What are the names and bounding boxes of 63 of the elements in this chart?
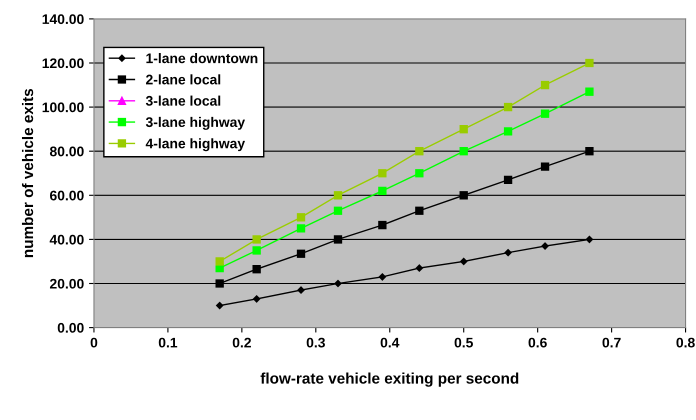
point [378,220,387,230]
point [378,273,386,281]
point [540,80,550,90]
y-tick-label: 140.00 [42,14,84,24]
x-tick-label: 0.4 [380,338,400,348]
x-tick-label: 0.6 [528,338,547,348]
y-tick-label: 120.00 [42,58,84,68]
point [378,169,387,178]
point [504,127,512,136]
point [216,302,224,310]
point [460,258,468,266]
x-tick-label: 0.8 [676,338,695,348]
point [296,213,306,222]
x-tick-label: 0.3 [306,338,325,348]
legend-label: 3-lane local [146,96,220,106]
point [460,191,468,200]
point [334,191,342,200]
point [586,236,594,244]
point [540,162,550,171]
point [585,88,594,96]
point [334,280,342,288]
point [541,242,549,250]
legend-label: 1-lane downtown [146,53,258,64]
point [296,224,306,233]
point [296,250,306,258]
point [504,248,512,256]
legend-label: 3-lane highway [146,116,246,130]
point [504,102,512,112]
x-axis-title: flow-rate vehicle exiting per second [260,372,518,387]
point [415,206,424,215]
point [252,265,261,274]
x-tick-label: 0.5 [454,338,473,348]
legend-label: 4-lane highway [146,138,246,152]
legend-label: 2-lane local [146,74,220,84]
point [416,264,423,272]
point [334,206,342,215]
point [585,58,594,68]
y-tick-label: 100.00 [42,102,84,112]
point [504,176,512,184]
point [334,235,342,244]
point [460,147,468,156]
point [415,147,424,156]
y-tick-label: 20.00 [50,278,84,289]
point [415,169,424,178]
point [585,147,594,156]
x-tick-label: 0.2 [232,338,251,348]
y-axis-title: number of vehicle exits [22,88,34,258]
y-tick-label: 60.00 [50,190,84,200]
y-tick-label: 0.00 [58,322,84,333]
point [540,110,550,118]
point [297,286,305,294]
point [460,124,468,134]
point [216,257,224,266]
point [252,235,261,244]
x-tick-label: 0.7 [602,338,621,348]
point [216,279,224,288]
x-tick-label: 0.1 [158,338,178,348]
point [253,295,260,303]
y-tick-label: 80.00 [50,146,84,156]
y-tick-label: 40.00 [50,234,84,245]
point [378,186,387,196]
x-tick-label: 0 [90,338,98,348]
point [252,246,261,255]
